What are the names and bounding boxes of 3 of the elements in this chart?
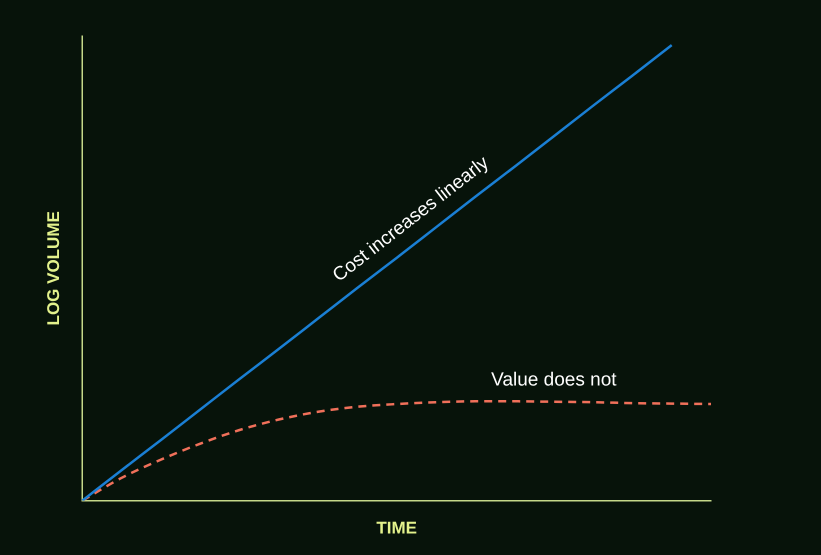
x-axis-title: TIME <box>376 518 418 538</box>
y-axis-title: LOG VOLUME <box>44 211 63 326</box>
series-label: Value does not <box>491 369 618 390</box>
